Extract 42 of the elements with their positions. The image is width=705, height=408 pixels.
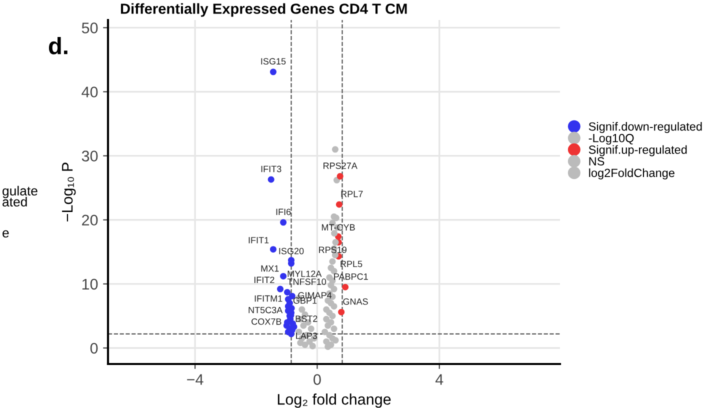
annotation: GIMAP4 xyxy=(298,292,332,299)
annotation: LAP3 xyxy=(296,332,318,339)
text: gulate xyxy=(2,186,38,198)
annotation: RPS27A xyxy=(324,162,358,169)
annotation: IFIT2 xyxy=(254,276,274,284)
chart-title: Differentially Expressed Genes CD4 T CM xyxy=(120,3,407,17)
x-tick-label: −4 xyxy=(187,374,204,385)
legend-label: Signif.up-regulated xyxy=(588,145,687,156)
y-tick-label: 40 xyxy=(82,86,98,98)
legend-label: log2FoldChange xyxy=(589,168,674,180)
annotation: PABPC1 xyxy=(334,273,368,280)
text: ated xyxy=(2,196,27,207)
annotation: IFITM1 xyxy=(254,295,282,302)
annotation: BST2 xyxy=(296,316,318,322)
annotation: COX7B xyxy=(252,318,282,325)
annotation: IFI6 xyxy=(276,208,291,216)
annotation: IFIT3 xyxy=(261,166,282,172)
y-axis-title: −Log₁₀ P xyxy=(62,162,76,222)
text: e xyxy=(2,230,9,238)
annotation: RPL7 xyxy=(341,190,363,198)
annotation: RPL5 xyxy=(340,260,362,268)
y-tick-label: 30 xyxy=(82,150,98,162)
y-tick-label: 20 xyxy=(82,214,98,226)
y-tick-label: 10 xyxy=(82,278,98,290)
annotation: IFIT1 xyxy=(248,237,269,244)
y-tick-label: 0 xyxy=(90,342,98,354)
annotation: MX1 xyxy=(261,265,279,272)
legend-label: NS xyxy=(589,157,604,166)
x-tick-label: 4 xyxy=(435,374,444,385)
x-axis-title: Log₂ fold change xyxy=(278,394,391,408)
legend-label: -Log10Q xyxy=(588,134,634,145)
annotation: ISG20 xyxy=(279,248,304,254)
annotation: TNFSF10 xyxy=(287,278,326,285)
legend-label: Signif.down-regulated xyxy=(588,122,702,134)
annotation: NT5C3A xyxy=(248,306,283,314)
text: d. xyxy=(48,36,68,54)
x-tick-label: 0 xyxy=(314,374,321,385)
annotation: ISG15 xyxy=(261,58,286,65)
annotation: GBP1 xyxy=(293,297,317,304)
y-tick-label: 50 xyxy=(82,22,98,34)
annotation: GNAS xyxy=(343,298,368,305)
annotation: MT-CYB xyxy=(322,224,355,231)
